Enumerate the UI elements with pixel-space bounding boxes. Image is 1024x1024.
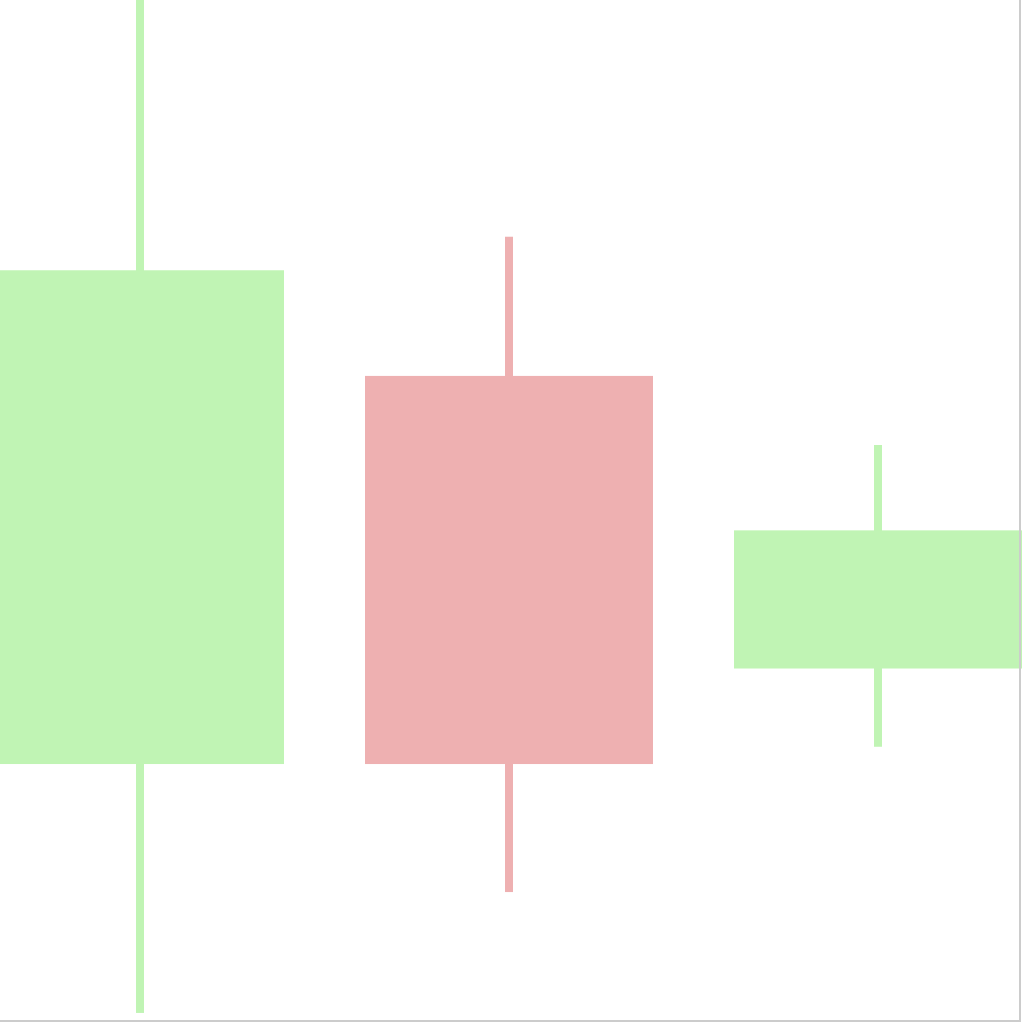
candle [734,445,1022,747]
candle-body [734,530,1022,669]
candle [365,236,653,893]
candle [0,0,284,1013]
candle-body [0,270,284,765]
candle-body [365,375,653,765]
